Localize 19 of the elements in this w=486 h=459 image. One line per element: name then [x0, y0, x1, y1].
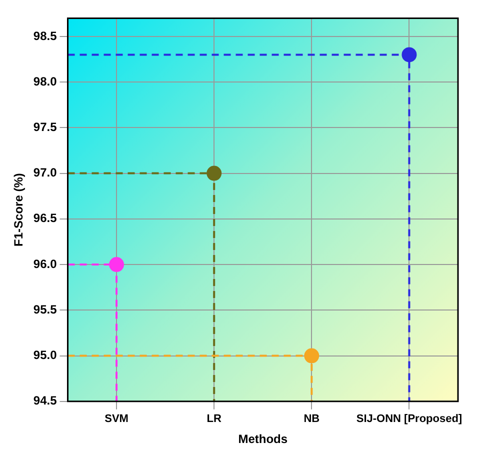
y-tick-label: 96.5 [33, 211, 58, 226]
x-axis-title: Methods [238, 432, 288, 446]
point [402, 47, 417, 62]
y-tick-label: 95.5 [33, 302, 58, 316]
y-tick-label: 98.5 [33, 28, 58, 43]
x-tick-label: NB [304, 413, 320, 426]
point [304, 348, 320, 364]
x-tick-label: SIJ-ONN [Proposed] [356, 413, 462, 426]
x-tick-label: LR [206, 413, 222, 426]
y-tick-label: 97.0 [33, 166, 58, 180]
point [109, 257, 124, 272]
y-tick-label: 94.5 [33, 394, 58, 408]
y-axis-title: F1-Score (%) [12, 173, 26, 246]
y-tick-label: 96.0 [33, 256, 58, 271]
point [206, 166, 222, 181]
y-tick-label: 97.5 [33, 120, 58, 134]
y-tick-label: 95.0 [33, 348, 58, 362]
y-tick-label: 98.0 [33, 74, 58, 88]
x-tick-label: SVM [104, 413, 128, 426]
